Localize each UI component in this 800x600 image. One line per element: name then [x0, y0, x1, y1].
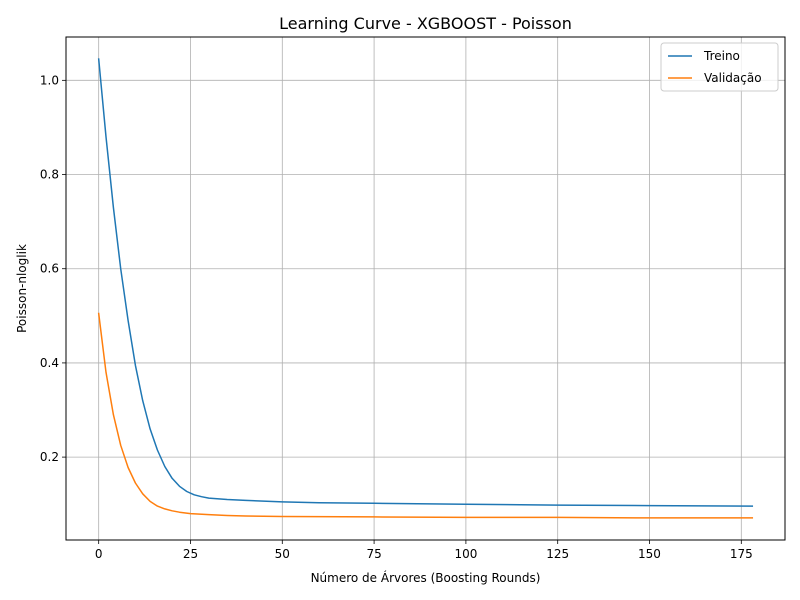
x-tick-label: 175: [730, 547, 753, 561]
x-axis-label: Número de Árvores (Boosting Rounds): [311, 570, 541, 585]
chart-title: Learning Curve - XGBOOST - Poisson: [279, 14, 572, 33]
x-tick-label: 150: [638, 547, 661, 561]
legend: Treino Validação: [660, 42, 779, 92]
legend-label-treino: Treino: [703, 49, 740, 63]
plot-background: [66, 37, 785, 540]
y-tick-label: 0.8: [40, 168, 59, 182]
x-tick-label: 75: [366, 547, 381, 561]
y-tick-label: 0.4: [40, 356, 59, 370]
series-line-treino: [97, 58, 754, 507]
x-tick-label: 0: [95, 547, 103, 561]
x-tick-label: 100: [454, 547, 477, 561]
x-tick-label: 125: [546, 547, 569, 561]
series-layer: [97, 58, 754, 519]
plot-frame: [65, 36, 786, 541]
series-line-validacao: [97, 312, 754, 519]
y-tick-label: 0.2: [40, 450, 59, 464]
legend-label-validacao: Validação: [704, 71, 762, 85]
y-axis-label: Poisson-nloglik: [15, 244, 29, 333]
legend-box: [660, 42, 779, 92]
y-tick-label: 0.6: [40, 262, 59, 276]
y-tick-label: 1.0: [40, 73, 59, 87]
x-tick-label: 25: [183, 547, 198, 561]
ticks-layer: 0 25 50 75 100 125 150 175 0.2 0.4 0.6 0.8 1.0: [40, 73, 753, 561]
x-tick-label: 50: [275, 547, 290, 561]
